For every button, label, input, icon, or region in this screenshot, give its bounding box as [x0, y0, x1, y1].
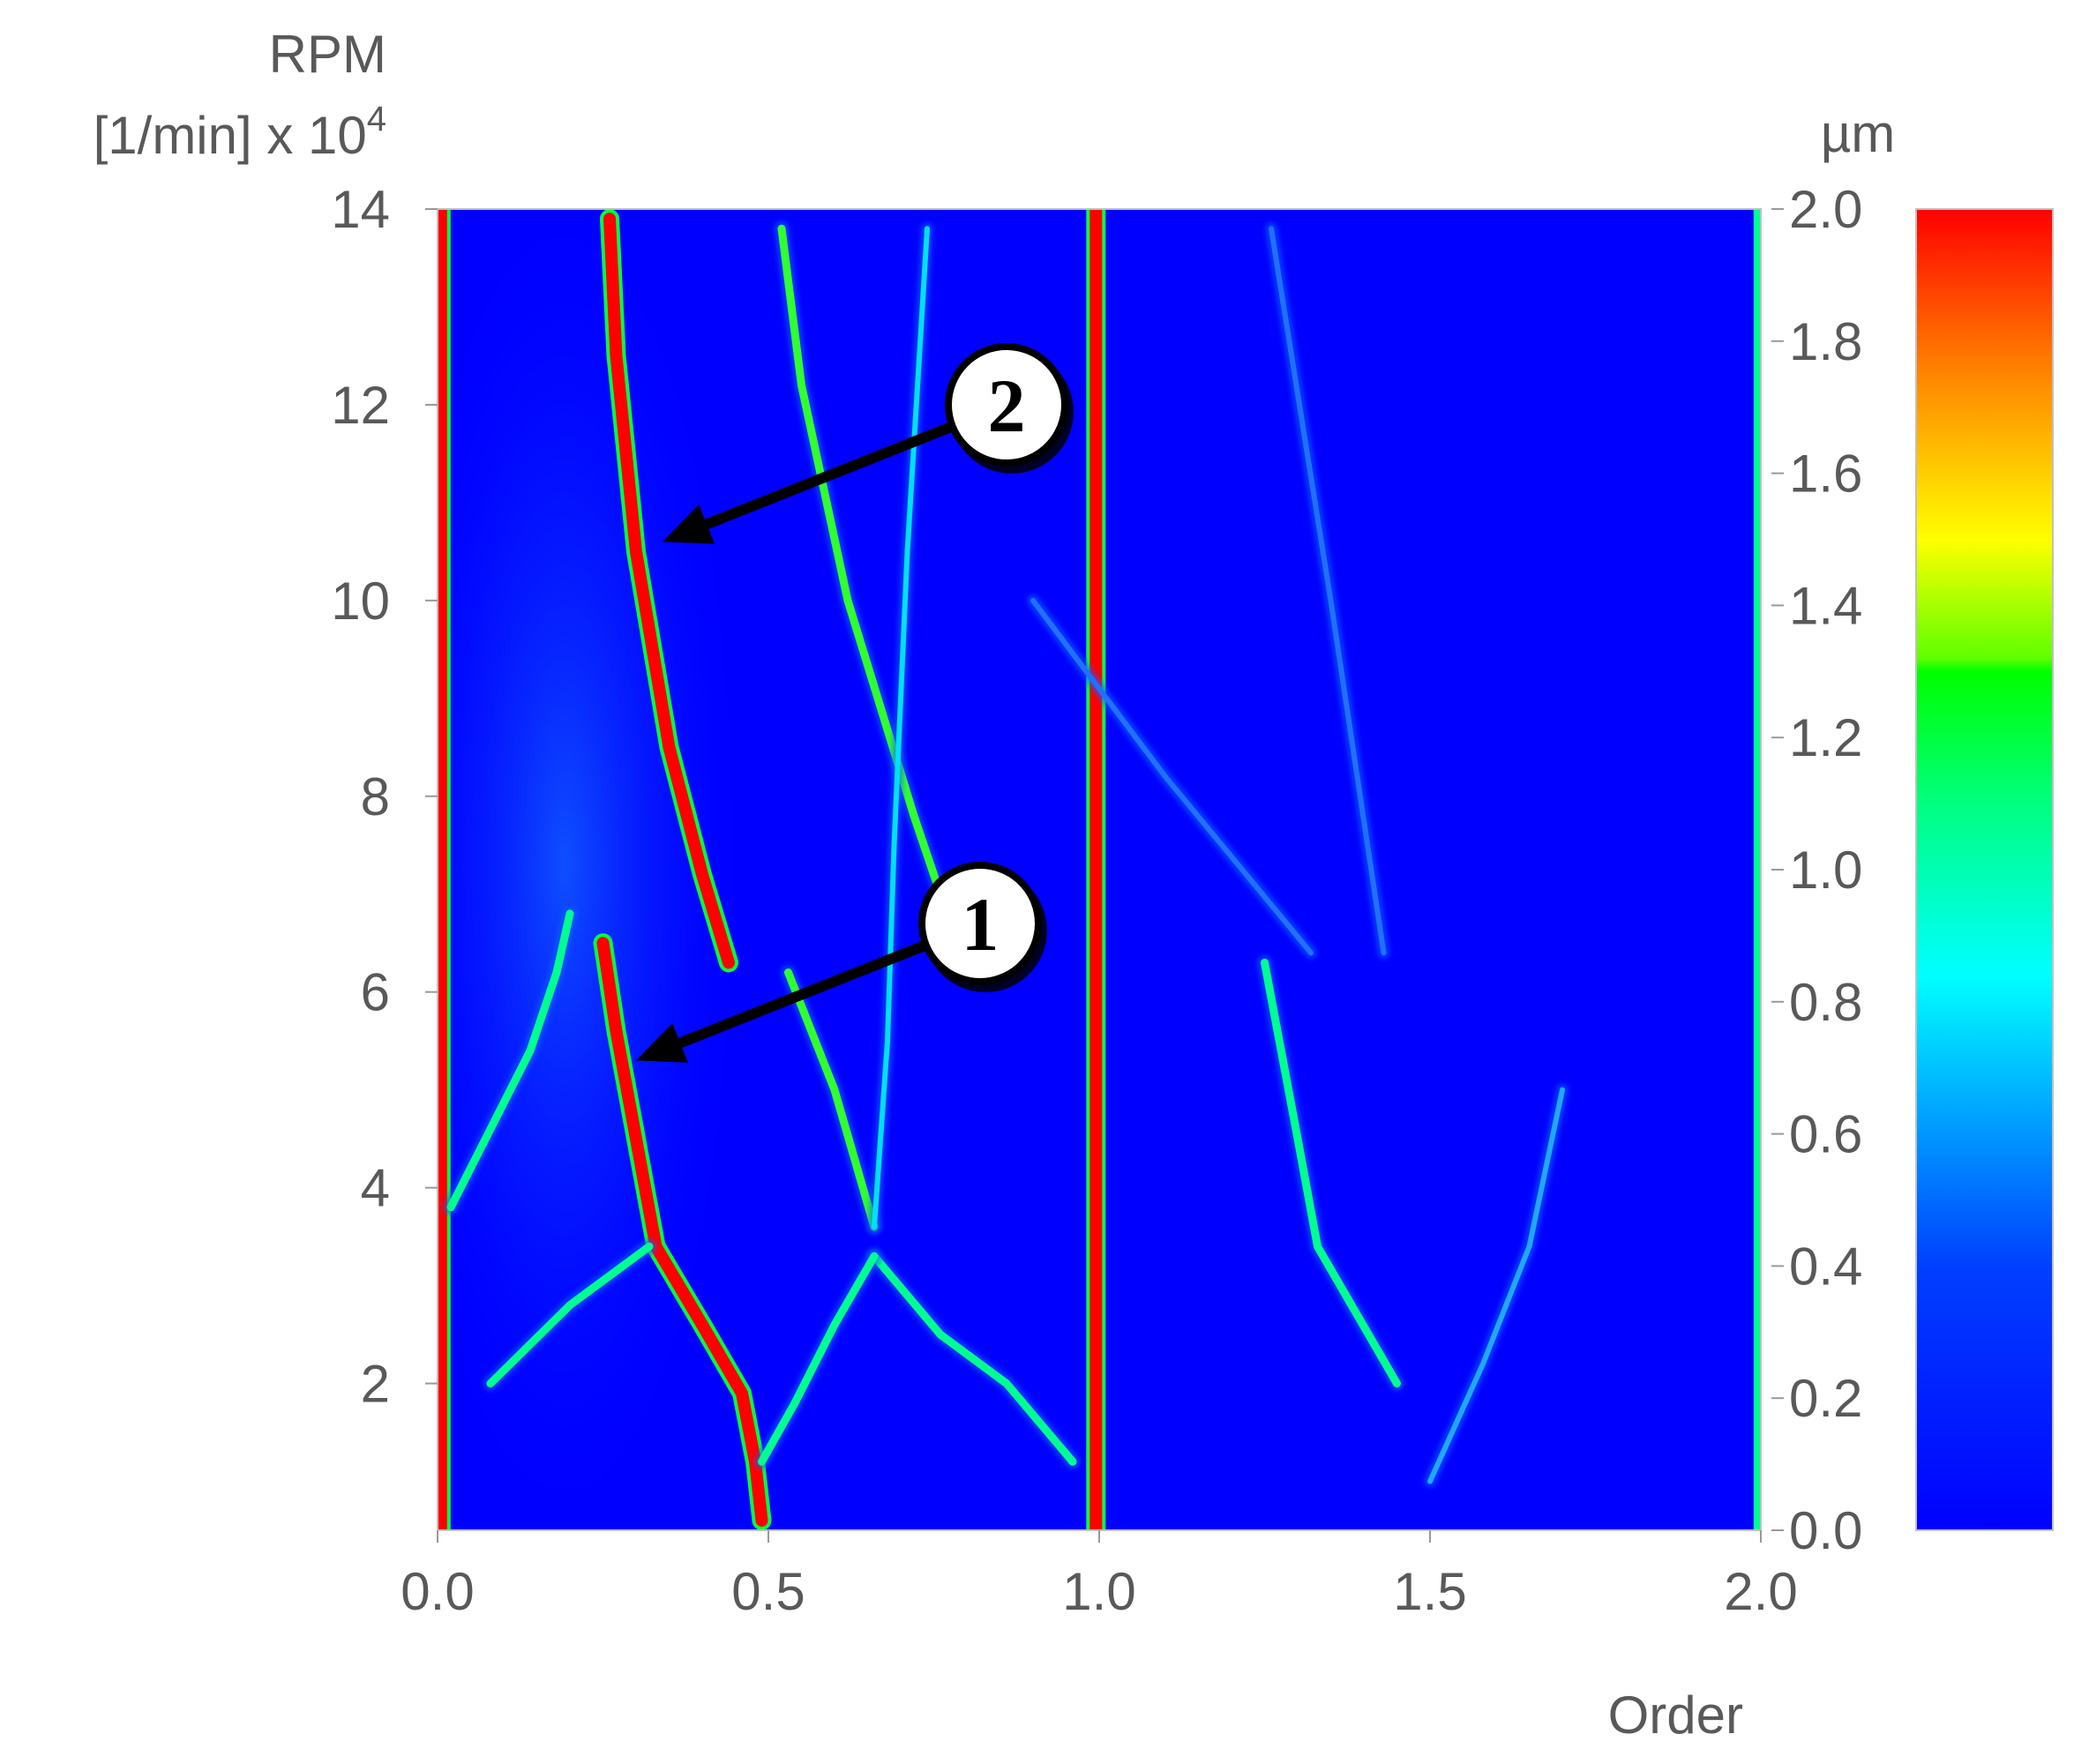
y-tick-label: 6 [361, 963, 390, 1022]
callout-number: 2 [988, 363, 1026, 448]
falling-branch-b [870, 1252, 1077, 1466]
annotations: 21 [636, 342, 1074, 1063]
x-tick-label: 0.0 [401, 1562, 474, 1621]
callout-arrow-shaft [658, 940, 928, 1055]
y-tick-label: 10 [331, 572, 390, 631]
rising-branch-c [486, 1242, 654, 1388]
y-tick-label: 4 [361, 1159, 390, 1218]
y-axis: 2 4 6 8 10 12 14 [331, 180, 438, 1414]
colorbar-tick-label: 0.6 [1789, 1105, 1862, 1164]
y-axis-label-exponent: 4 [367, 100, 386, 138]
whirl-1 [596, 937, 768, 1527]
colorbar-gradient [1915, 208, 2054, 1531]
callout-number: 1 [962, 882, 1000, 967]
callout-arrow-head [636, 1023, 688, 1063]
falling-branch-a [777, 224, 958, 938]
colorbar-tick-label: 0.2 [1789, 1369, 1862, 1428]
colorbar: µm 0.0 0.2 0.4 0.6 0.8 1.0 1.2 1.4 1.6 1.8 2.0 [1771, 104, 2054, 1560]
colorbar-tick-label: 0.0 [1789, 1501, 1862, 1560]
colorbar-unit-label: µm [1821, 104, 1896, 163]
y-tick-label: 12 [331, 376, 390, 435]
colorbar-tick-label: 1.0 [1789, 841, 1862, 900]
rising-branch-b [758, 1252, 879, 1466]
faint-diagonal-2 [1269, 226, 1387, 956]
callout-bubble [918, 862, 1042, 986]
y-tick-label: 14 [331, 180, 390, 239]
y-axis-label-line1: RPM [269, 25, 386, 84]
colorbar-tick-label: 0.4 [1789, 1237, 1862, 1296]
x-tick-label: 1.5 [1393, 1562, 1466, 1621]
x-tick-label: 0.5 [731, 1562, 805, 1621]
colorbar-tick-label: 1.6 [1789, 445, 1862, 504]
colorbar-tick-label: 1.4 [1789, 576, 1862, 635]
colorbar-ticks: 0.0 0.2 0.4 0.6 0.8 1.0 1.2 1.4 1.6 1.8 2.0 [1771, 180, 1862, 1560]
v-branch-left [784, 968, 879, 1231]
x-axis: 0.0 0.5 1.0 1.5 2.0 [401, 1530, 1798, 1621]
high-order-rising [1427, 1087, 1565, 1484]
colorbar-tick-label: 0.8 [1789, 973, 1862, 1032]
plot-area [437, 208, 1762, 1531]
callout-arrow-head [663, 505, 715, 544]
y-tick-label: 2 [361, 1355, 390, 1414]
x-tick-label: 2.0 [1724, 1562, 1797, 1621]
y-tick-label: 8 [361, 767, 390, 826]
callout-bubble [945, 342, 1068, 467]
callout-1: 1 [636, 862, 1047, 1063]
high-order-falling [1261, 958, 1401, 1388]
x-axis-label: Order [1608, 1686, 1743, 1745]
faint-diagonal-1 [1030, 597, 1314, 956]
x-tick-label: 1.0 [1062, 1562, 1135, 1621]
colorbar-tick-label: 1.8 [1789, 312, 1862, 371]
colorbar-tick-label: 1.2 [1789, 708, 1862, 767]
y-axis-label-prefix: [1/min] x 10 [94, 106, 367, 165]
y-axis-label-line2: [1/min] x 104 [94, 100, 386, 165]
callout-2: 2 [663, 342, 1074, 544]
colorbar-tick-label: 2.0 [1789, 180, 1862, 239]
whirl-2 [603, 213, 735, 969]
feature-lines [438, 209, 1761, 1530]
rising-branch-a [446, 909, 574, 1212]
callout-arrow-shaft [685, 422, 955, 536]
